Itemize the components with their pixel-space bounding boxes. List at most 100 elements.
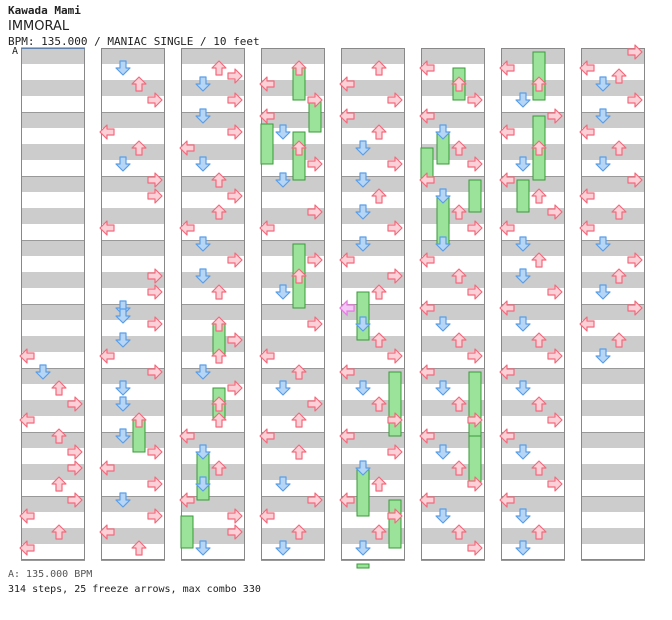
step-arrow-down bbox=[275, 284, 291, 300]
beat-stripe bbox=[21, 528, 85, 544]
step-arrow-right bbox=[387, 508, 403, 524]
beat-stripe bbox=[421, 240, 485, 256]
step-arrow-down bbox=[355, 204, 371, 220]
step-arrow-up bbox=[291, 268, 307, 284]
step-arrow-up bbox=[451, 268, 467, 284]
step-arrow-down bbox=[275, 172, 291, 188]
step-arrow-up bbox=[371, 524, 387, 540]
beat-stripe bbox=[21, 304, 85, 320]
beat-stripe bbox=[261, 464, 325, 480]
step-arrow-up bbox=[51, 476, 67, 492]
beat-stripe bbox=[341, 48, 405, 64]
bpm-marker: A bbox=[12, 46, 19, 57]
step-arrow-right bbox=[67, 444, 83, 460]
step-arrow-right bbox=[307, 316, 323, 332]
beat-stripe bbox=[501, 496, 565, 512]
step-arrow-up bbox=[131, 540, 147, 556]
step-arrow-up bbox=[451, 460, 467, 476]
column-border bbox=[101, 48, 165, 560]
step-arrow-right bbox=[307, 492, 323, 508]
step-arrow-left bbox=[579, 124, 595, 140]
beat-stripe bbox=[341, 240, 405, 256]
step-arrow-up bbox=[531, 252, 547, 268]
step-arrow-right bbox=[547, 284, 563, 300]
column-border bbox=[341, 48, 405, 560]
step-arrow-down bbox=[115, 332, 131, 348]
column-border bbox=[421, 48, 485, 560]
column-border bbox=[181, 48, 245, 560]
step-arrow-up bbox=[131, 76, 147, 92]
step-arrow-left bbox=[499, 60, 515, 76]
step-arrow-up bbox=[211, 60, 227, 76]
step-arrow-left bbox=[419, 428, 435, 444]
step-arrow-left bbox=[339, 108, 355, 124]
step-arrow-right bbox=[227, 92, 243, 108]
step-arrow-down bbox=[355, 140, 371, 156]
step-arrow-left bbox=[179, 428, 195, 444]
beat-stripe bbox=[21, 144, 85, 160]
step-arrow-left bbox=[179, 220, 195, 236]
step-arrow-left bbox=[579, 60, 595, 76]
step-arrow-right bbox=[147, 188, 163, 204]
step-arrow-down bbox=[195, 476, 211, 492]
beat-stripe bbox=[21, 272, 85, 288]
step-arrow-up bbox=[211, 412, 227, 428]
step-arrow-left bbox=[259, 508, 275, 524]
beat-stripe bbox=[581, 528, 645, 544]
step-arrow-right bbox=[547, 348, 563, 364]
step-arrow-up bbox=[291, 444, 307, 460]
step-arrow-right bbox=[547, 204, 563, 220]
beat-stripe bbox=[581, 368, 645, 384]
step-arrow-right bbox=[147, 316, 163, 332]
step-arrow-down bbox=[355, 460, 371, 476]
beat-stripe bbox=[501, 336, 565, 352]
beat-stripe bbox=[421, 336, 485, 352]
step-arrow-left bbox=[499, 124, 515, 140]
step-arrow-up bbox=[531, 396, 547, 412]
step-arrow-down bbox=[195, 540, 211, 556]
step-arrow-up bbox=[451, 524, 467, 540]
step-arrow-down bbox=[435, 380, 451, 396]
step-arrow-down bbox=[115, 428, 131, 444]
step-arrow-right bbox=[547, 412, 563, 428]
beat-stripe bbox=[101, 240, 165, 256]
step-arrow-up bbox=[211, 316, 227, 332]
step-arrow-right bbox=[227, 332, 243, 348]
beat-stripe bbox=[501, 240, 565, 256]
step-arrow-down bbox=[195, 76, 211, 92]
step-arrow-up bbox=[611, 332, 627, 348]
step-arrow-down bbox=[195, 444, 211, 460]
step-arrow-down bbox=[515, 92, 531, 108]
beat-stripe bbox=[501, 432, 565, 448]
step-arrow-down bbox=[435, 444, 451, 460]
beat-stripe bbox=[101, 528, 165, 544]
beat-stripe bbox=[501, 400, 565, 416]
step-arrow-down bbox=[435, 236, 451, 252]
step-arrow-up bbox=[451, 396, 467, 412]
beat-stripe bbox=[261, 304, 325, 320]
beat-stripe bbox=[181, 48, 245, 64]
step-arrow-right bbox=[627, 44, 643, 60]
column-border bbox=[261, 48, 325, 560]
step-arrow-down bbox=[515, 156, 531, 172]
freeze-arrow bbox=[356, 291, 370, 341]
freeze-arrow bbox=[516, 179, 530, 213]
freeze-arrow bbox=[292, 131, 306, 181]
column-border bbox=[501, 48, 565, 560]
step-arrow-down bbox=[435, 508, 451, 524]
step-arrow-right bbox=[387, 348, 403, 364]
beat-stripe bbox=[101, 48, 165, 64]
beat-stripe bbox=[581, 272, 645, 288]
beat-stripe bbox=[581, 432, 645, 448]
beat-stripe bbox=[341, 80, 405, 96]
step-arrow-right bbox=[147, 364, 163, 380]
step-arrow-down bbox=[115, 308, 131, 324]
step-arrow-down bbox=[595, 76, 611, 92]
beat-stripe bbox=[181, 176, 245, 192]
step-arrow-left bbox=[99, 348, 115, 364]
step-arrow-left bbox=[19, 412, 35, 428]
step-arrow-down bbox=[355, 316, 371, 332]
step-arrow-up bbox=[451, 76, 467, 92]
beat-stripe bbox=[101, 208, 165, 224]
step-arrow-down bbox=[515, 316, 531, 332]
